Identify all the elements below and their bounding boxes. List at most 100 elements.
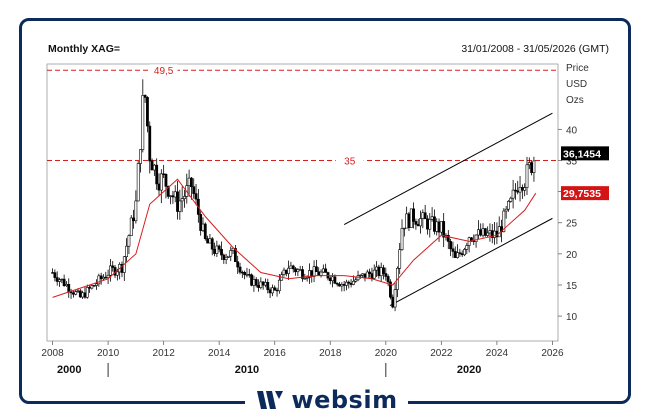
candle-body (222, 254, 226, 260)
candle-body (65, 284, 68, 287)
y-tick-label: 35 (566, 156, 578, 167)
candle-body (331, 276, 334, 282)
candle-body (67, 284, 71, 292)
candle-body (358, 274, 362, 277)
candle-body (314, 266, 318, 272)
candle-body (321, 268, 325, 273)
candle-body (456, 252, 459, 258)
candle-body (370, 273, 374, 279)
level-label: 49,5 (154, 66, 174, 77)
candle-body (74, 291, 78, 295)
candle-body (465, 245, 469, 250)
candle-body (55, 277, 59, 282)
candle-body (162, 173, 166, 175)
candle-body (368, 271, 372, 274)
candle-body (58, 279, 61, 282)
candle-body (171, 195, 175, 198)
candle-body (375, 266, 378, 271)
candle-body (324, 268, 328, 273)
channel-line (343, 112, 553, 226)
candle-body (289, 265, 293, 269)
candle-body (335, 283, 339, 285)
chart-frame (19, 18, 631, 404)
candle-body (252, 279, 256, 286)
x-tick-label: 2020 (375, 348, 398, 359)
candle-body (435, 221, 439, 232)
candle-body (194, 193, 198, 200)
candle-body (150, 160, 154, 171)
candle-body (199, 214, 203, 231)
candle-body (291, 265, 295, 270)
candle-body (463, 249, 466, 256)
candle-body (81, 292, 85, 298)
candle-body (238, 266, 242, 273)
candle-body (439, 221, 443, 233)
candle-body (377, 266, 381, 277)
candle-body (247, 274, 251, 276)
candle-body (148, 125, 152, 162)
level-label-bg (149, 64, 178, 77)
candle-body (166, 186, 170, 197)
candle-body (354, 279, 358, 282)
candle-body (296, 269, 300, 273)
candle-body (527, 162, 531, 166)
candle-body (95, 283, 98, 286)
candle-body (208, 238, 212, 244)
candle-body (53, 272, 57, 278)
candle-body (259, 281, 263, 288)
candle-body (319, 271, 323, 276)
y-tick-label: 10 (566, 312, 578, 323)
x-tick-label: 2010 (97, 348, 120, 359)
candle-body (474, 234, 478, 242)
candle-body (328, 277, 332, 282)
x-tick-label: 2008 (41, 348, 64, 359)
x-tick-label: 2024 (486, 348, 509, 359)
candle-body (83, 292, 87, 298)
candle-body (523, 187, 527, 191)
candle-body (430, 216, 434, 220)
level-label: 35 (344, 156, 356, 167)
candle-body (102, 276, 105, 280)
candle-body (229, 250, 233, 257)
candle-body (458, 252, 462, 254)
candle-body (136, 163, 140, 202)
candle-body (78, 290, 82, 298)
x-tick-label: 2026 (541, 348, 564, 359)
x-tick-label: 2018 (319, 348, 342, 359)
candle-body (342, 284, 346, 286)
candle-body (141, 95, 145, 150)
candle-body (525, 164, 529, 188)
price-tag-label: 29,7535 (563, 188, 601, 200)
candle-body (352, 280, 355, 285)
candle-body (125, 245, 129, 258)
candle-body (502, 210, 506, 233)
candle-body (178, 200, 182, 212)
candle-body (340, 284, 344, 287)
candle-body (287, 267, 291, 274)
candle-body (303, 278, 307, 280)
candle-body (442, 221, 446, 238)
candle-body (317, 271, 321, 276)
candle-body (312, 266, 316, 277)
candle-body (76, 290, 80, 292)
candle-body (227, 255, 230, 258)
candle-body (109, 265, 112, 276)
candle-body (361, 273, 365, 276)
candle-body (451, 248, 455, 252)
candle-body (264, 282, 267, 286)
candle-body (275, 289, 279, 292)
candle-body (240, 271, 244, 274)
candle-body (183, 196, 186, 199)
candle-body (305, 277, 309, 279)
candle-body (449, 241, 453, 250)
candle-body (250, 274, 253, 286)
candle-body (271, 287, 274, 294)
candle-body (414, 221, 418, 225)
candle-body (85, 287, 89, 298)
candle-body (139, 149, 142, 164)
candle-body (104, 276, 108, 279)
x-tick-label: 2012 (153, 348, 176, 359)
candle-body (213, 248, 216, 254)
candle-body (365, 271, 369, 279)
